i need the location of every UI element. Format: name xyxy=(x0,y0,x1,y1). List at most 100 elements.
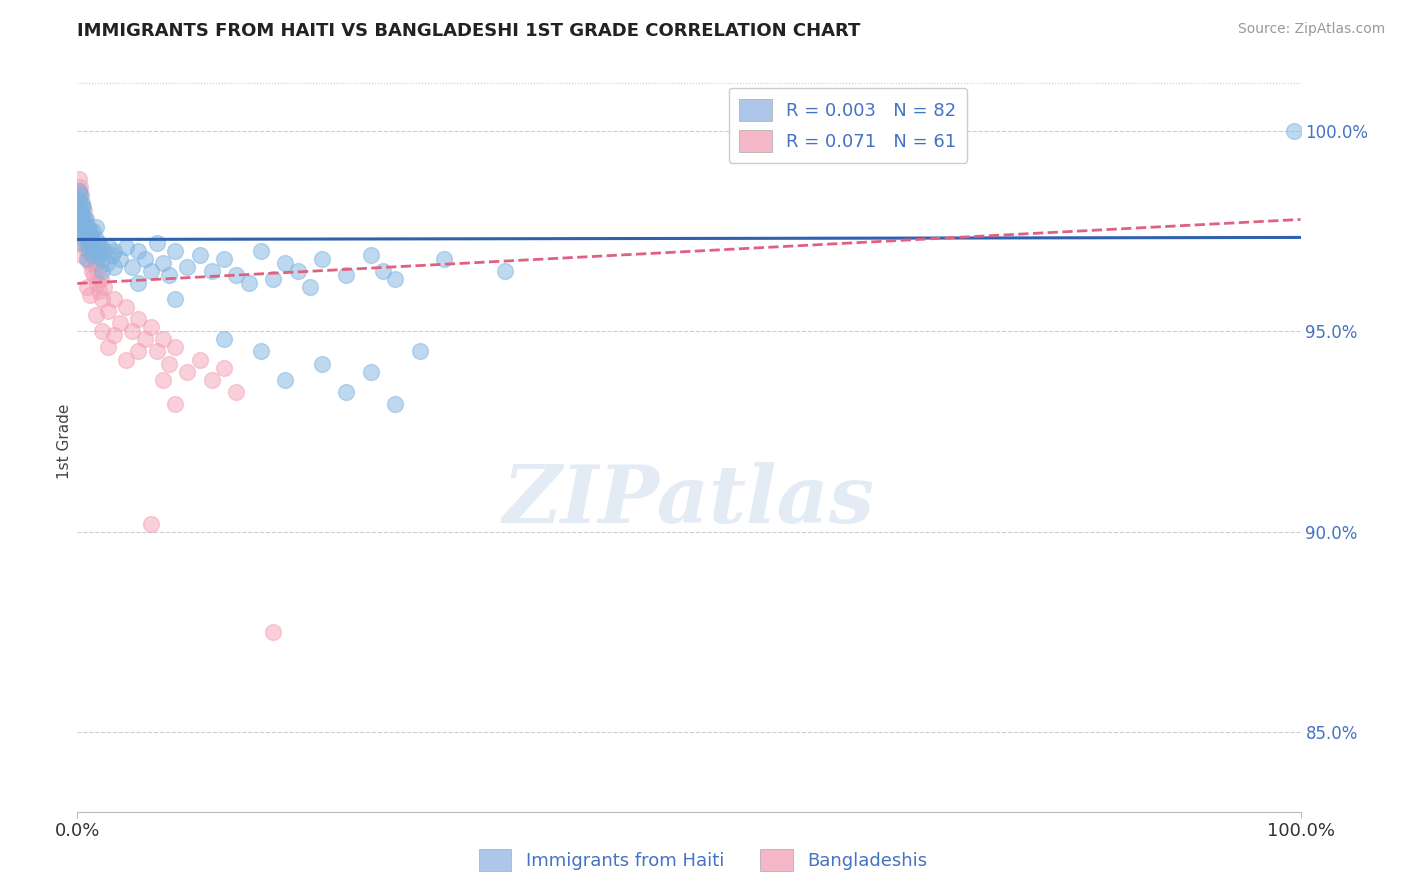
Point xyxy=(69,196,91,211)
Point xyxy=(495,264,517,278)
Point xyxy=(108,252,131,267)
Point xyxy=(84,220,107,235)
Point xyxy=(80,236,103,251)
Point xyxy=(77,232,100,246)
Point xyxy=(70,201,93,215)
Point xyxy=(70,209,93,223)
Point xyxy=(80,248,103,262)
Point xyxy=(82,224,104,238)
Point xyxy=(67,185,90,199)
Text: Source: ZipAtlas.com: Source: ZipAtlas.com xyxy=(1237,22,1385,37)
Point xyxy=(70,204,93,219)
Point xyxy=(360,364,382,378)
Point xyxy=(75,228,97,243)
Point xyxy=(176,260,198,275)
Point xyxy=(212,252,235,267)
Point xyxy=(75,212,97,227)
Point xyxy=(90,264,112,278)
Y-axis label: 1st Grade: 1st Grade xyxy=(56,404,72,479)
Point xyxy=(72,201,94,215)
Point xyxy=(146,236,169,251)
Point xyxy=(83,268,105,283)
Point xyxy=(72,220,94,235)
Point xyxy=(212,333,235,347)
Point xyxy=(77,240,100,254)
Point xyxy=(79,224,101,238)
Point xyxy=(75,212,97,227)
Point xyxy=(93,244,115,259)
Point xyxy=(76,220,98,235)
Point xyxy=(335,268,357,283)
Point xyxy=(72,212,94,227)
Point xyxy=(225,384,247,399)
Point xyxy=(152,372,174,386)
Point xyxy=(274,256,297,270)
Point xyxy=(384,396,406,410)
Point xyxy=(87,236,110,251)
Point xyxy=(103,328,125,343)
Point xyxy=(201,264,224,278)
Point xyxy=(83,240,105,254)
Point xyxy=(90,252,112,267)
Point xyxy=(134,252,156,267)
Text: IMMIGRANTS FROM HAITI VS BANGLADESHI 1ST GRADE CORRELATION CHART: IMMIGRANTS FROM HAITI VS BANGLADESHI 1ST… xyxy=(77,22,860,40)
Point xyxy=(128,277,150,291)
Point xyxy=(1284,124,1306,138)
Point xyxy=(212,360,235,375)
Point xyxy=(73,216,96,230)
Point xyxy=(76,236,98,251)
Point xyxy=(90,325,112,339)
Point xyxy=(103,260,125,275)
Point xyxy=(139,320,162,334)
Point xyxy=(115,240,138,254)
Point xyxy=(128,312,150,326)
Point xyxy=(157,357,180,371)
Point xyxy=(97,341,120,355)
Legend: R = 0.003   N = 82, R = 0.071   N = 61: R = 0.003 N = 82, R = 0.071 N = 61 xyxy=(728,87,967,162)
Point xyxy=(96,256,118,270)
Point xyxy=(250,244,273,259)
Point xyxy=(69,236,91,251)
Point xyxy=(79,228,101,243)
Point xyxy=(128,244,150,259)
Point xyxy=(165,396,187,410)
Point xyxy=(121,325,143,339)
Point xyxy=(225,268,247,283)
Point xyxy=(298,280,321,294)
Point xyxy=(165,244,187,259)
Point xyxy=(188,352,211,367)
Point xyxy=(90,240,112,254)
Point xyxy=(274,372,297,386)
Point xyxy=(134,333,156,347)
Point xyxy=(70,248,93,262)
Point xyxy=(152,256,174,270)
Point xyxy=(82,248,104,262)
Point xyxy=(76,228,98,243)
Point xyxy=(69,180,91,194)
Point xyxy=(79,256,101,270)
Point xyxy=(250,344,273,359)
Point xyxy=(84,256,107,270)
Point xyxy=(73,224,96,238)
Point xyxy=(76,244,98,259)
Point xyxy=(69,204,91,219)
Point xyxy=(103,244,125,259)
Legend: Immigrants from Haiti, Bangladeshis: Immigrants from Haiti, Bangladeshis xyxy=(471,842,935,879)
Point xyxy=(77,252,100,267)
Point xyxy=(115,301,138,315)
Point xyxy=(287,264,309,278)
Point xyxy=(238,277,260,291)
Point xyxy=(86,244,108,259)
Point xyxy=(84,232,107,246)
Point xyxy=(409,344,432,359)
Point xyxy=(262,624,284,639)
Point xyxy=(98,240,121,254)
Point xyxy=(152,333,174,347)
Point xyxy=(86,277,108,291)
Point xyxy=(176,364,198,378)
Point xyxy=(360,248,382,262)
Point xyxy=(201,372,224,386)
Point xyxy=(72,216,94,230)
Point xyxy=(311,252,333,267)
Point xyxy=(97,304,120,318)
